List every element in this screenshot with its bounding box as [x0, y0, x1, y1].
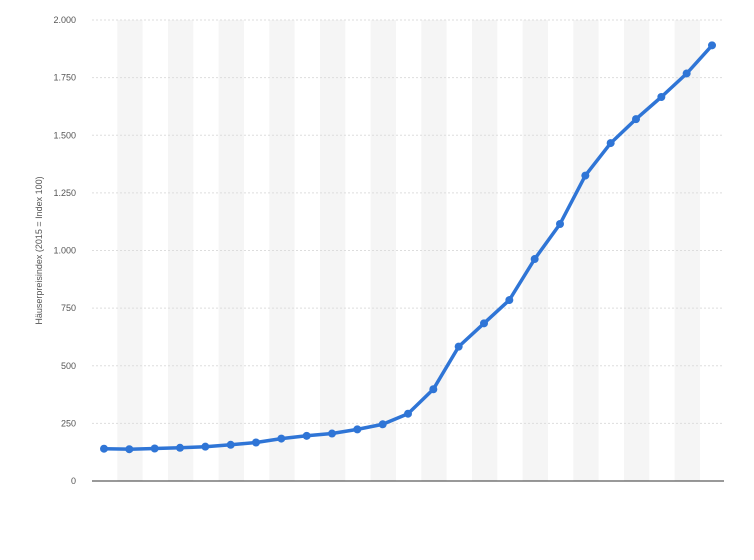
- y-tick-label: 1.250: [53, 188, 76, 198]
- series-line: [102, 43, 714, 451]
- y-tick-label: 500: [61, 361, 76, 371]
- data-point: [404, 409, 412, 418]
- data-point: [581, 171, 590, 180]
- data-point: [429, 385, 438, 394]
- data-points: [100, 41, 716, 454]
- y-axis-title: Häuserpreisindex (2015 = Index 100): [34, 176, 44, 324]
- y-tick-label: 2.000: [53, 15, 76, 25]
- background-band: [522, 20, 548, 481]
- data-point: [708, 41, 716, 50]
- data-point: [302, 431, 311, 440]
- y-tick-label: 250: [61, 418, 76, 428]
- data-point: [328, 429, 336, 438]
- data-point: [606, 139, 615, 148]
- data-point: [176, 443, 184, 452]
- background-band: [370, 20, 396, 481]
- gridlines: [92, 19, 724, 424]
- data-point: [353, 425, 362, 434]
- data-point: [632, 115, 640, 124]
- y-tick-label: 1.500: [53, 130, 76, 140]
- data-point: [252, 438, 260, 447]
- data-point: [150, 444, 159, 453]
- data-point: [454, 342, 463, 351]
- data-point: [556, 219, 564, 228]
- y-tick-label: 0: [71, 476, 76, 486]
- y-tick-label: 1.000: [53, 246, 76, 256]
- data-point: [657, 92, 666, 101]
- data-point: [505, 296, 514, 305]
- data-point: [530, 255, 539, 264]
- data-point: [480, 319, 488, 328]
- data-point: [125, 445, 134, 454]
- background-band: [218, 20, 244, 481]
- series-line-layer: [102, 43, 714, 451]
- data-point: [226, 440, 235, 449]
- data-point: [100, 444, 108, 453]
- data-point: [201, 442, 210, 451]
- data-point: [682, 69, 691, 78]
- y-tick-label: 750: [61, 303, 76, 313]
- y-axis-tick-labels: 0 250 500 750 1.000 1.250 1.500 1.750 2.000: [53, 15, 76, 486]
- y-tick-label: 1.750: [53, 73, 76, 83]
- data-point: [277, 434, 286, 443]
- data-point: [378, 420, 387, 429]
- background-band: [674, 20, 700, 481]
